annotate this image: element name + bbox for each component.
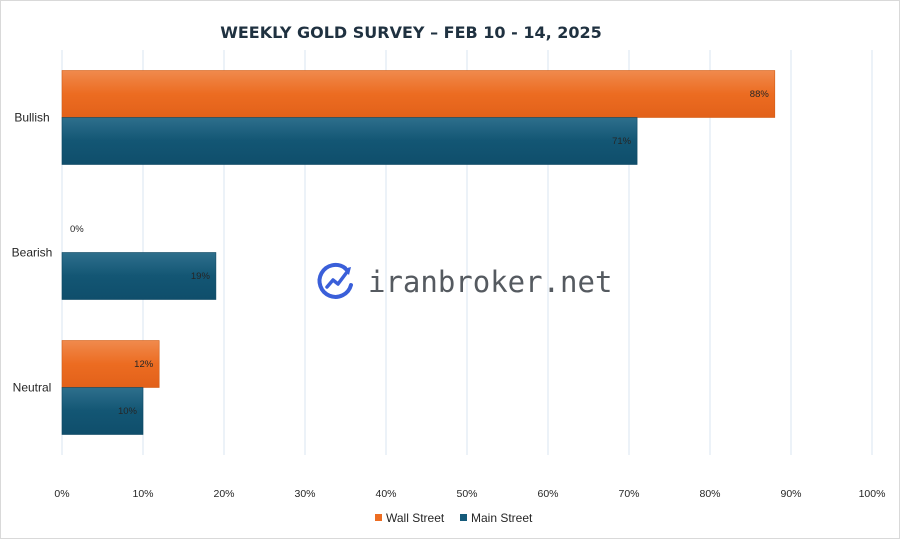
x-tick-label: 90% bbox=[780, 488, 801, 500]
bars bbox=[61, 70, 776, 435]
x-tick-label: 0% bbox=[54, 488, 69, 500]
x-tick-label: 40% bbox=[375, 488, 396, 500]
x-tick-label: 70% bbox=[618, 488, 639, 500]
x-axis-ticks: 0% 10% 20% 30% 40% 50% 60% 70% 80% 90% 100% bbox=[54, 488, 885, 500]
data-label: 71% bbox=[612, 136, 632, 147]
data-label: 12% bbox=[134, 359, 154, 370]
x-tick-label: 60% bbox=[537, 488, 558, 500]
bar bbox=[61, 70, 776, 118]
bar bbox=[61, 340, 160, 388]
x-tick-label: 10% bbox=[132, 488, 153, 500]
y-axis-categories: Bullish Bearish Neutral bbox=[12, 111, 53, 395]
data-label: 0% bbox=[70, 224, 84, 235]
x-tick-label: 20% bbox=[213, 488, 234, 500]
data-label: 88% bbox=[750, 89, 770, 100]
x-tick-label: 30% bbox=[294, 488, 315, 500]
x-tick-label: 80% bbox=[699, 488, 720, 500]
x-tick-label: 100% bbox=[859, 488, 886, 500]
chart-title: WEEKLY GOLD SURVEY – FEB 10 - 14, 2025 bbox=[220, 23, 602, 42]
bar bbox=[61, 252, 217, 300]
legend-swatch-wall-street bbox=[375, 514, 382, 521]
category-label: Bullish bbox=[14, 111, 49, 125]
data-label: 10% bbox=[118, 406, 138, 417]
category-label: Bearish bbox=[12, 246, 53, 260]
legend-label-wall-street: Wall Street bbox=[386, 511, 445, 525]
iranbroker-logo-icon bbox=[317, 262, 353, 299]
data-label: 19% bbox=[191, 271, 211, 282]
watermark: iranbroker.net bbox=[317, 262, 612, 299]
x-tick-label: 50% bbox=[456, 488, 477, 500]
legend: Wall Street Main Street bbox=[375, 511, 533, 525]
watermark-text: iranbroker.net bbox=[368, 265, 612, 299]
legend-swatch-main-street bbox=[460, 514, 467, 521]
data-labels: 88% 71% 0% 19% 12% 10% bbox=[70, 89, 769, 417]
bar bbox=[61, 387, 144, 435]
legend-label-main-street: Main Street bbox=[471, 511, 533, 525]
bar bbox=[61, 117, 638, 165]
category-label: Neutral bbox=[13, 381, 52, 395]
